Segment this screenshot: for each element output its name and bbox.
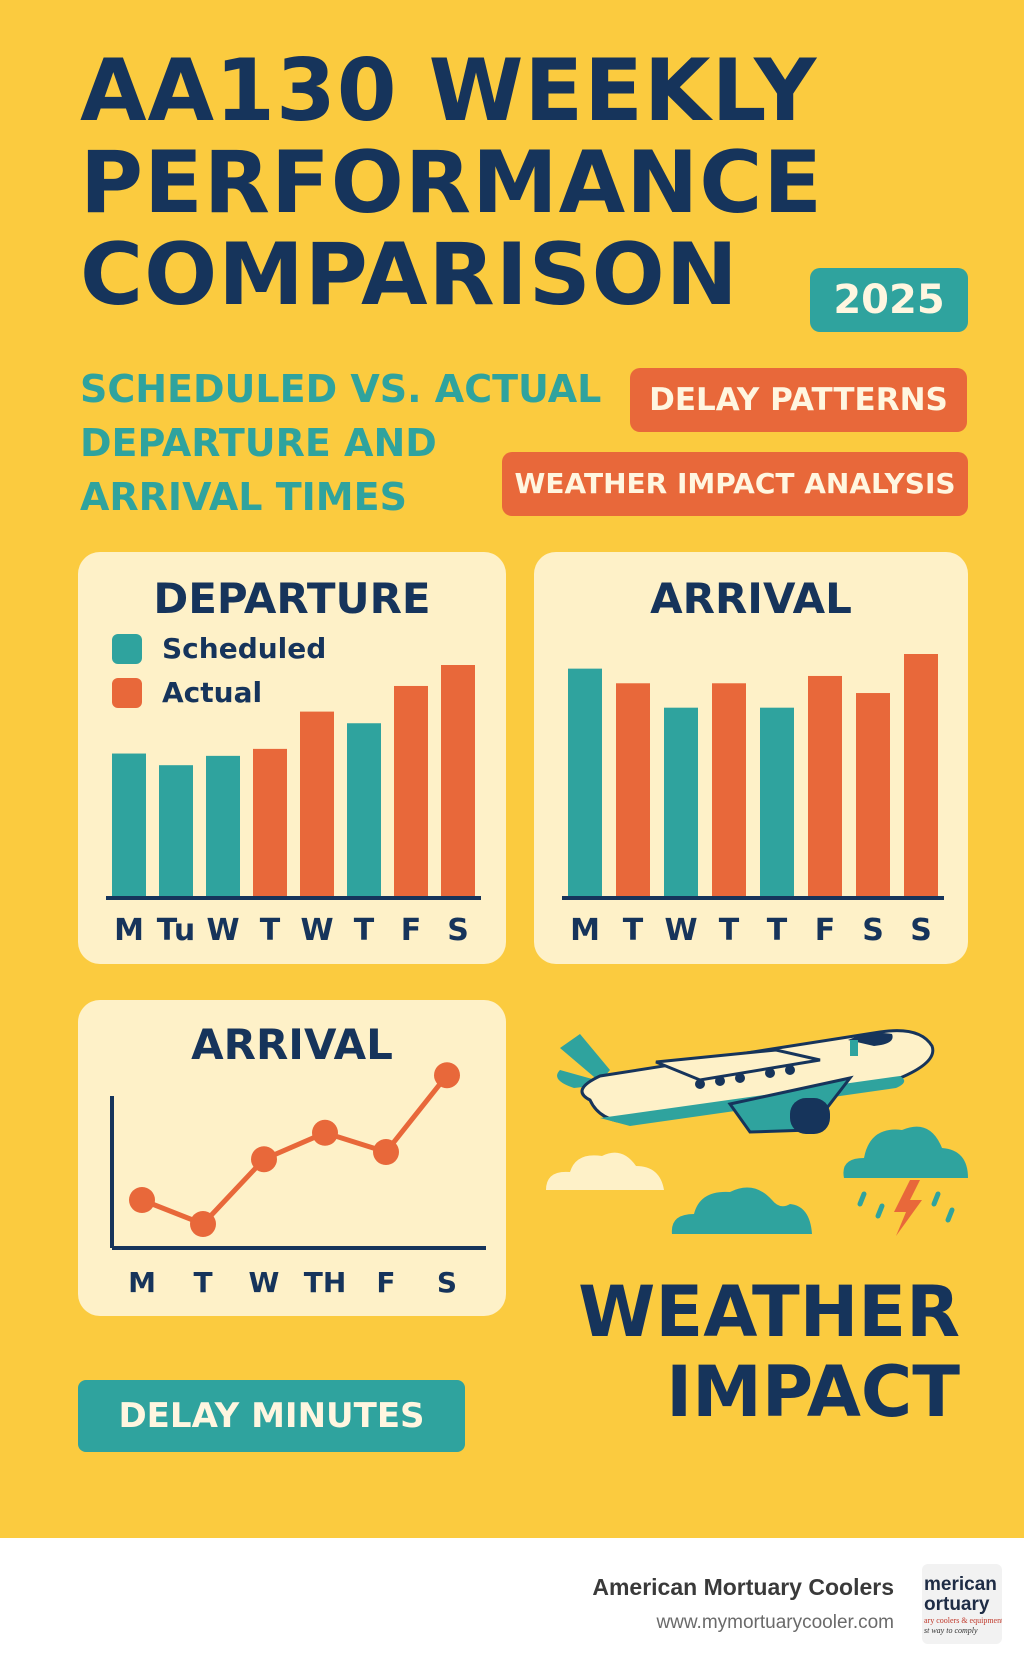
year-badge: 2025 (810, 268, 968, 332)
weather-impact-analysis-badge: WEATHER IMPACT ANALYSIS (502, 452, 968, 516)
arrival-bar-tick-label: T (623, 913, 644, 948)
infographic-poster: AA130 WEEKLY PERFORMANCE COMPARISON 2025… (78, 45, 968, 1452)
footer-website-url[interactable]: www.mymortuarycooler.com (656, 1612, 894, 1633)
departure-bar-5 (300, 711, 334, 898)
weather-illustration (546, 1029, 968, 1236)
departure-bar-1 (112, 753, 146, 898)
arrival-line-chart-panel: ARRIVAL M T W TH F S (78, 1000, 506, 1316)
arrival-bar-tick-label: M (570, 913, 600, 948)
arrival-line-point-4 (312, 1119, 338, 1146)
arrival-bar-bar-4 (712, 683, 746, 898)
storm-cloud-icon (843, 1126, 968, 1223)
delay-minutes-badge: DELAY MINUTES (78, 1380, 465, 1452)
departure-tick-label: F (401, 913, 422, 948)
arrival-bar-tick-label: T (767, 913, 788, 948)
arrival-bar-tick-label: S (862, 913, 884, 948)
arrival-bar-tick-label: T (719, 913, 740, 948)
cloud-icon (546, 1152, 664, 1190)
arrival-bar-bar-1 (568, 668, 602, 898)
arrival-bar-tick-label: S (910, 913, 932, 948)
departure-tick-label: W (206, 913, 239, 948)
logo-text-line-4: st way to comply (924, 1626, 978, 1635)
departure-bar-7 (394, 685, 428, 898)
airplane-icon (557, 1029, 935, 1134)
departure-tick-label: T (354, 913, 375, 948)
arrival-line-tick-label: T (193, 1266, 212, 1299)
subtitle-line-1: SCHEDULED VS. ACTUAL (80, 367, 602, 411)
page-title: AA130 WEEKLY PERFORMANCE COMPARISON (80, 45, 880, 321)
arrival-line-tick-label: TH (304, 1266, 347, 1299)
departure-bar-8 (441, 665, 475, 898)
subtitle: SCHEDULED VS. ACTUAL DEPARTURE AND ARRIV… (80, 362, 620, 524)
departure-chart-title: DEPARTURE (153, 574, 431, 623)
arrival-bar-bar-7 (856, 693, 890, 898)
title-line-1: AA130 WEEKLY (80, 41, 818, 141)
company-logo: merican ortuary ary coolers & equipment … (922, 1564, 1002, 1644)
weather-impact-line-1: WEATHER (578, 1271, 960, 1353)
arrival-bar-tick-label: F (815, 913, 836, 948)
delay-patterns-badge: DELAY PATTERNS (630, 368, 967, 432)
arrival-line-point-3 (251, 1146, 277, 1173)
legend-swatch-scheduled (112, 634, 142, 664)
legend-label-scheduled: Scheduled (162, 632, 326, 665)
arrival-bar-chart-title: ARRIVAL (650, 574, 852, 623)
arrival-bar-tick-label: W (664, 913, 697, 948)
arrival-bar-bar-3 (664, 707, 698, 898)
arrival-line-chart-title: ARRIVAL (191, 1020, 393, 1069)
arrival-line-point-6 (434, 1062, 460, 1089)
arrival-line-tick-label: S (437, 1266, 457, 1299)
departure-chart-panel: DEPARTURE M Tu W T W T F S Scheduled Actual (78, 552, 506, 964)
arrival-line-point-2 (190, 1211, 216, 1237)
footer-company-name: American Mortuary Coolers (592, 1574, 894, 1600)
logo-text-line-1: merican (924, 1574, 997, 1595)
departure-tick-label: W (300, 913, 333, 948)
footer: American Mortuary Coolers www.mymortuary… (0, 1538, 1024, 1666)
logo-text-line-2: ortuary (924, 1594, 990, 1615)
arrival-series-line (141, 1073, 449, 1227)
departure-bar-4 (253, 748, 287, 898)
arrival-line-point-5 (373, 1139, 399, 1165)
departure-bar-6 (347, 723, 381, 898)
departure-bar-3 (206, 755, 240, 898)
lightning-icon (894, 1180, 922, 1236)
title-line-3: COMPARISON (80, 225, 739, 325)
weather-impact-label: WEATHER IMPACT (560, 1272, 960, 1432)
arrival-line-point-1 (129, 1187, 155, 1213)
arrival-bar-bar-6 (808, 675, 842, 898)
departure-tick-label: T (260, 913, 281, 948)
arrival-bar-bar-2 (616, 683, 650, 898)
legend-label-actual: Actual (162, 676, 262, 709)
departure-bar-2 (159, 765, 193, 898)
arrival-line-chart: M T W TH F S (110, 1062, 486, 1299)
arrival-line-tick-label: W (249, 1266, 280, 1299)
legend-swatch-actual (112, 678, 142, 708)
arrival-bar-bar-5 (760, 707, 794, 898)
departure-tick-label: Tu (157, 913, 196, 948)
arrival-line-tick-label: M (128, 1266, 156, 1299)
cloud-icon (671, 1187, 812, 1234)
arrival-line-tick-label: F (376, 1266, 395, 1299)
departure-tick-label: M (114, 913, 144, 948)
departure-tick-label: S (447, 913, 469, 948)
logo-text-line-3: ary coolers & equipment (924, 1616, 1002, 1625)
arrival-bar-bar-8 (904, 654, 938, 898)
weather-impact-line-2: IMPACT (666, 1351, 960, 1433)
subtitle-line-2: DEPARTURE AND (80, 421, 437, 465)
subtitle-line-3: ARRIVAL TIMES (80, 475, 407, 519)
title-line-2: PERFORMANCE (80, 133, 824, 233)
